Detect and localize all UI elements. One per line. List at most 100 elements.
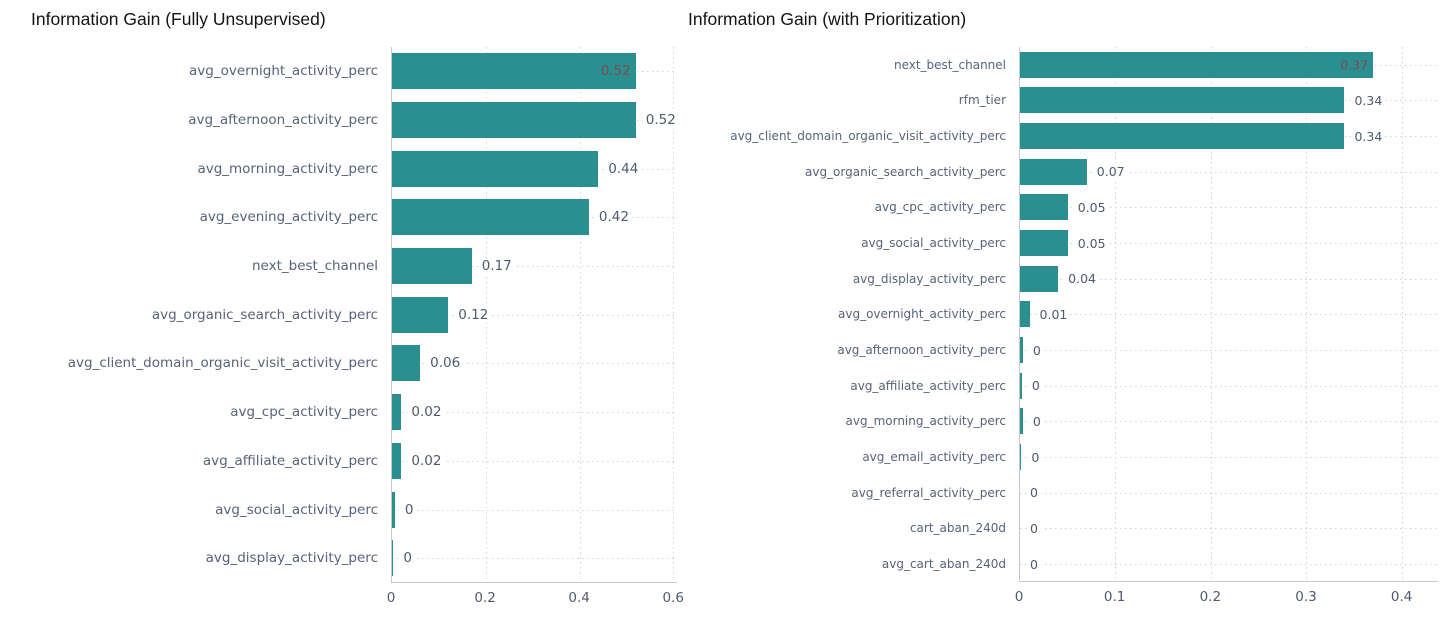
value-label: 0.52	[642, 112, 679, 129]
category-label: avg_affiliate_activity_perc	[202, 452, 378, 469]
bar-row: 0.42	[392, 193, 677, 242]
value-label: 0.37	[1340, 57, 1369, 73]
value-label: 0.12	[455, 306, 492, 323]
category-label: rfm_tier	[958, 93, 1006, 108]
gridline-horizontal	[1020, 528, 1438, 530]
category-label: avg_morning_activity_perc	[845, 414, 1007, 429]
category-label: next_best_channel	[893, 57, 1006, 72]
bar-row: 0.34	[1020, 118, 1438, 154]
bar	[392, 442, 402, 479]
bar	[1020, 230, 1068, 257]
value-label: 0.01	[1036, 306, 1071, 322]
value-label: 0.07	[1093, 164, 1128, 180]
bar	[392, 150, 599, 187]
gridline-horizontal	[392, 363, 677, 365]
gridline-vertical	[579, 47, 581, 582]
bar	[1020, 123, 1345, 150]
bar-row: 0.06	[392, 339, 677, 388]
value-label: 0	[1027, 485, 1041, 501]
bar-row: 0	[1020, 404, 1438, 440]
value-label: 0.44	[605, 160, 642, 177]
bar-row: 0.37	[1020, 47, 1438, 83]
category-label: avg_afternoon_activity_perc	[188, 112, 378, 129]
value-label: 0.05	[1074, 235, 1109, 251]
gridline-horizontal	[392, 509, 677, 511]
value-label: 0.34	[1351, 92, 1386, 108]
bar-row: 0	[392, 485, 677, 534]
bar-row: 0.52	[392, 47, 677, 96]
gridline-vertical	[1306, 47, 1308, 582]
bar-row: 0.12	[392, 290, 677, 339]
category-label: avg_overnight_activity_perc	[838, 307, 1006, 322]
category-label: avg_evening_activity_perc	[199, 209, 378, 226]
category-label: avg_display_activity_perc	[852, 271, 1006, 286]
value-label: 0	[401, 501, 417, 518]
x-tick-label: 0	[386, 589, 396, 606]
bar-row: 0.34	[1020, 83, 1438, 119]
x-axis: 0 0.1 0.2 0.3 0.4	[1015, 582, 1438, 614]
bar	[1020, 444, 1022, 471]
gridline-vertical	[1210, 47, 1212, 582]
value-label: 0.52	[600, 63, 631, 80]
category-label: avg_overnight_activity_perc	[189, 63, 378, 80]
gridline-vertical	[673, 47, 675, 582]
gridline-horizontal	[1020, 207, 1438, 209]
bar-row: 0	[1020, 332, 1438, 368]
value-label: 0	[1028, 378, 1043, 394]
value-label: 0.17	[478, 258, 515, 275]
bar-row: 0	[1020, 475, 1438, 511]
value-label: 0.06	[427, 355, 464, 372]
bar-row: 0.04	[1020, 261, 1438, 297]
bar	[392, 345, 421, 382]
value-label: 0.34	[1351, 128, 1386, 144]
gridline-horizontal	[1020, 385, 1438, 387]
category-label: avg_social_activity_perc	[861, 236, 1006, 251]
chart-title: Information Gain (Fully Unsupervised)	[31, 9, 326, 29]
bar	[1020, 408, 1023, 435]
category-label: avg_cart_aban_240d	[881, 557, 1006, 572]
bar-row: 0.44	[392, 144, 677, 193]
bar	[1020, 372, 1022, 399]
bar-row: 0.17	[392, 242, 677, 291]
bar-row: 0.05	[1020, 190, 1438, 226]
category-label: avg_cpc_activity_perc	[874, 200, 1006, 215]
chart-title: Information Gain (with Prioritization)	[688, 9, 967, 29]
bar-row: 0.07	[1020, 154, 1438, 190]
bar-row: 0	[1020, 368, 1438, 404]
plot-column: 0.37 0.34 0.34 0.07 0.05 0.05 0.04 0.01 0 0 0 0 0 0 0 …	[1015, 47, 1440, 614]
bar	[392, 199, 589, 236]
bar	[392, 248, 472, 285]
category-label: avg_affiliate_activity_perc	[850, 378, 1006, 393]
bar-row: 0	[1020, 546, 1438, 582]
plot-area: 0.52 0.52 0.44 0.42 0.17 0.12 0.06 0.02 0.02 0 0	[391, 47, 679, 583]
gridline-horizontal	[392, 558, 677, 560]
x-tick-label: 0.4	[1390, 589, 1413, 606]
category-axis: next_best_channel rfm_tier avg_client_doma…	[688, 47, 1019, 614]
gridline-horizontal	[392, 266, 677, 268]
value-label: 0	[400, 550, 415, 567]
plot-area: 0.37 0.34 0.34 0.07 0.05 0.05 0.04 0.01 0 0 0 0 0 0 0	[1019, 47, 1438, 583]
category-axis: avg_overnight_activity_perc avg_afternoon…	[0, 47, 391, 615]
gridline-horizontal	[392, 460, 677, 462]
bar-row: 0.52	[392, 96, 679, 145]
gridline-horizontal	[392, 412, 677, 414]
category-label: next_best_channel	[251, 258, 378, 275]
bar	[392, 296, 449, 333]
value-label: 0.02	[408, 452, 445, 469]
bar-row: 0	[1020, 511, 1438, 547]
gridline-horizontal	[1020, 492, 1438, 494]
bar	[1020, 301, 1030, 328]
bar	[392, 394, 402, 431]
bar	[392, 102, 636, 139]
category-label: avg_organic_search_activity_perc	[151, 306, 378, 323]
bar	[1020, 265, 1059, 292]
category-label: avg_social_activity_perc	[215, 501, 378, 518]
category-label: cart_aban_240d	[909, 521, 1006, 536]
value-label: 0	[1027, 556, 1041, 572]
bar-row: 0	[392, 534, 677, 583]
bar: 0.37	[1020, 51, 1374, 78]
value-label: 0	[1029, 413, 1044, 429]
x-tick-label: 0.4	[568, 589, 590, 606]
bar-row: 0.05	[1020, 225, 1438, 261]
